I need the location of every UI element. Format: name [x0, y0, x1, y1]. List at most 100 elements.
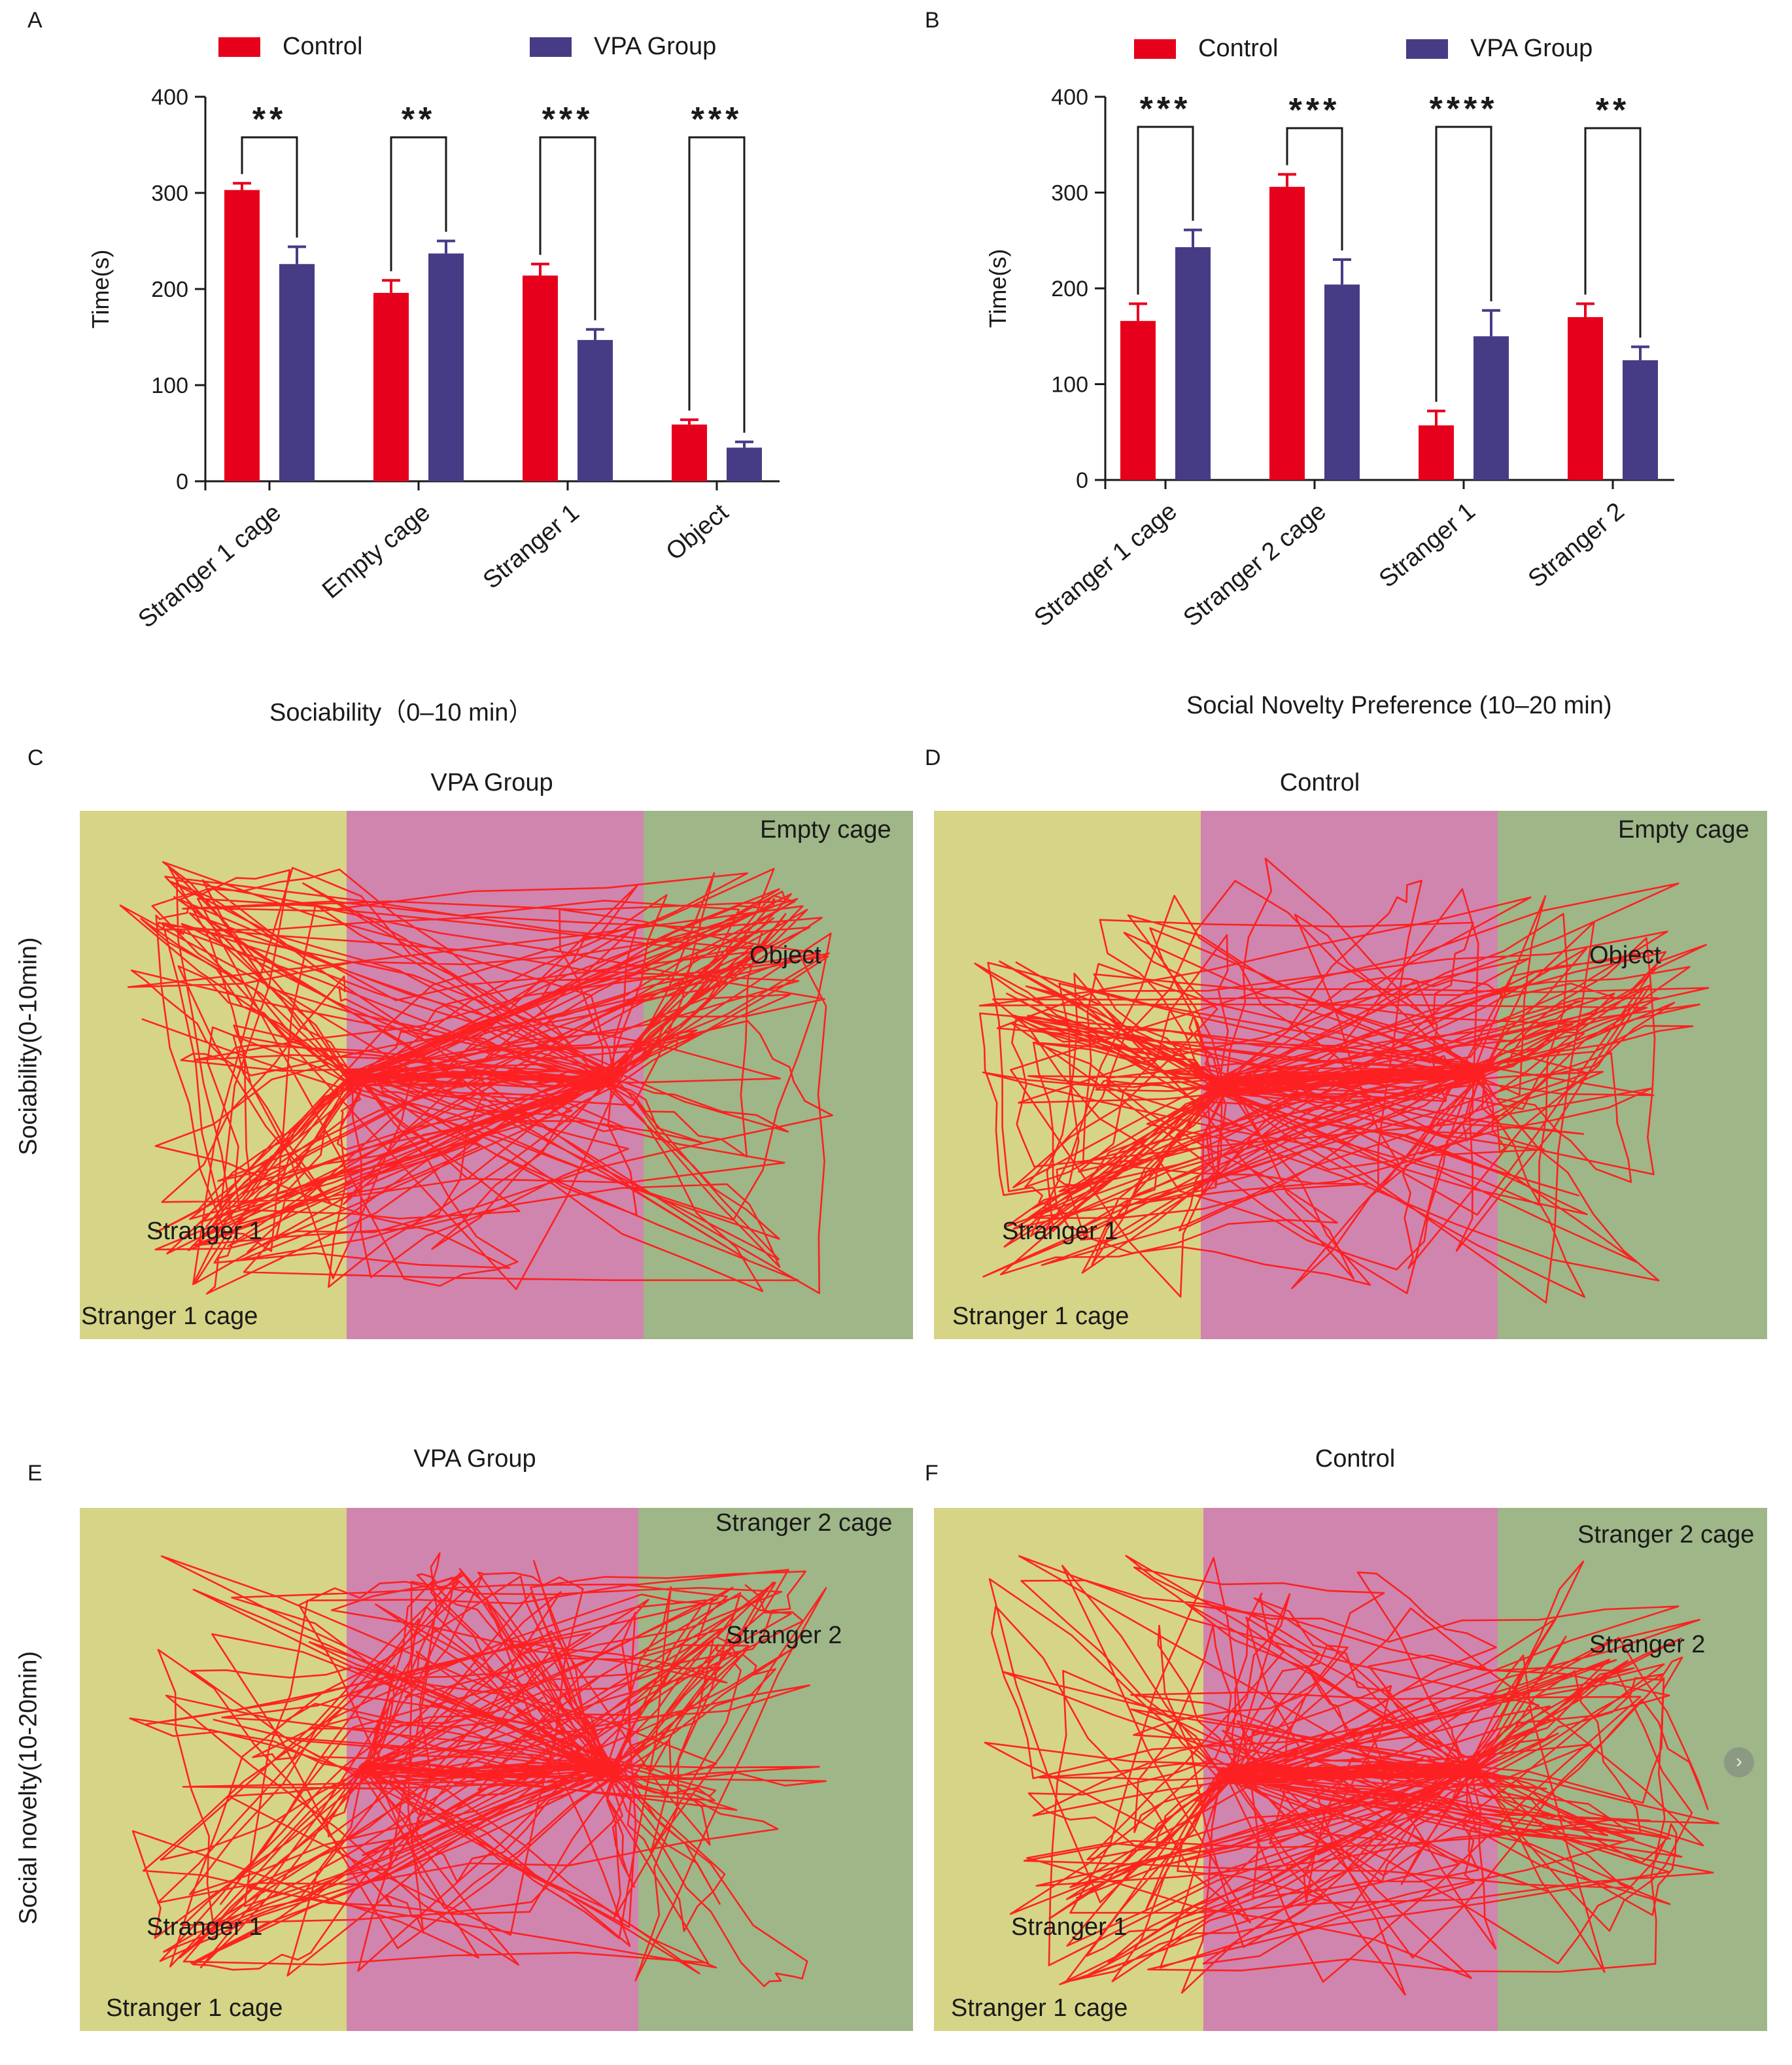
bar-vpa-2 [428, 253, 464, 481]
bar-vpa-4 [727, 447, 762, 481]
x-tick-label: Stranger 1 [478, 499, 585, 594]
label-stranger-1: Stranger 1 [1011, 1913, 1128, 1941]
legend-swatch-vpa [1406, 39, 1448, 59]
y-tick-label: 0 [176, 469, 188, 494]
movement-track [984, 1554, 1719, 1996]
significance-label: *** [1289, 92, 1341, 129]
label-stranger-1: Stranger 1 [146, 1218, 263, 1245]
mouse-path [129, 1552, 827, 1987]
row-label-novelty: Social novelty(10-20min) [14, 1650, 43, 1925]
arena-c: Empty cage Object Stranger 1 Stranger 1 … [80, 811, 913, 1339]
x-tick-label: Stranger 1 cage [1029, 498, 1182, 632]
significance-bracket [1286, 127, 1343, 251]
y-tick-label: 400 [151, 85, 188, 110]
panel-label-b: B [925, 8, 940, 33]
bar-control-3 [523, 275, 558, 481]
significance-bracket [688, 136, 746, 433]
legend-b-vpa: VPA Group [1406, 35, 1593, 63]
significance-label: ** [252, 101, 286, 139]
y-tick-label: 100 [151, 373, 188, 398]
significance-label: ** [402, 101, 436, 139]
significance-bracket [241, 136, 298, 238]
panel-label-e: E [27, 1461, 43, 1486]
label-stranger-1-cage: Stranger 1 cage [952, 1303, 1129, 1330]
bar-control-4 [1568, 316, 1603, 480]
chart-a: 0 100 200 300 400 Time(s) ** Stranger 1 cage ** E… [87, 85, 780, 634]
x-tick-label: Stranger 2 cage [1179, 498, 1332, 632]
x-tick-label: Object [661, 498, 734, 566]
bar-control-1 [224, 190, 260, 481]
significance-label: *** [542, 101, 594, 139]
y-tick-label: 0 [1076, 468, 1088, 493]
zone-left [934, 811, 1201, 1339]
y-tick-label: 200 [1051, 277, 1088, 301]
y-tick-label: 200 [151, 277, 188, 302]
bar-vpa-3 [1473, 336, 1509, 480]
significance-bracket [390, 136, 447, 271]
bar-vpa-2 [1324, 284, 1360, 480]
legend-label-control: Control [1198, 35, 1279, 62]
label-stranger-1-cage: Stranger 1 cage [951, 1994, 1128, 2022]
panel-label-f: F [925, 1461, 939, 1486]
arena-title-f: Control [1315, 1445, 1396, 1473]
label-stranger-1: Stranger 1 [1002, 1218, 1118, 1245]
movement-track [129, 1552, 827, 1987]
y-tick-label: 300 [151, 181, 188, 206]
label-stranger-2-cage: Stranger 2 cage [1577, 1521, 1755, 1548]
significance-bracket [1137, 126, 1194, 295]
significance-bracket [1435, 126, 1492, 402]
bar-control-1 [1120, 320, 1156, 480]
arena-title-e: VPA Group [413, 1445, 536, 1473]
arena-d: Empty cage Object Stranger 1 Stranger 1 … [934, 811, 1767, 1339]
chevron-right-icon[interactable]: › [1724, 1747, 1754, 1777]
mouse-path [119, 861, 833, 1295]
x-tick-label: Stranger 1 [1374, 498, 1481, 593]
panel-label-a: A [27, 8, 43, 33]
significance-label: *** [1140, 90, 1192, 128]
label-empty-cage: Empty cage [760, 816, 891, 844]
arena-title-c: VPA Group [430, 769, 553, 796]
bar-vpa-1 [279, 264, 315, 481]
legend-b-control: Control [1134, 35, 1279, 63]
label-object: Object [1589, 942, 1661, 969]
mouse-path [984, 1554, 1719, 1996]
legend-label-vpa: VPA Group [1470, 35, 1593, 62]
row-label-sociability: Sociability(0-10min) [14, 937, 43, 1155]
label-stranger-2: Stranger 2 [1589, 1631, 1706, 1658]
legend-swatch-vpa [530, 37, 572, 57]
legend-swatch-control [1134, 39, 1176, 59]
legend-label-control: Control [283, 33, 363, 60]
x-tick-label: Stranger 2 [1523, 498, 1630, 593]
x-tick-label: Stranger 1 cage [133, 499, 286, 634]
label-stranger-1: Stranger 1 [146, 1913, 263, 1941]
zone-right [1498, 1508, 1767, 2031]
arena-e: Stranger 2 cage Stranger 2 Stranger 1 St… [80, 1508, 913, 2031]
y-tick-label: 100 [1051, 373, 1088, 398]
bar-control-4 [672, 424, 707, 481]
label-empty-cage: Empty cage [1618, 816, 1749, 844]
panel-label-d: D [925, 745, 941, 770]
legend-swatch-control [218, 37, 260, 57]
bar-vpa-4 [1623, 360, 1658, 480]
mouse-path [974, 857, 1710, 1304]
label-object: Object [750, 942, 821, 969]
y-tick-label: 300 [1051, 181, 1088, 206]
zone-right [644, 811, 913, 1339]
arena-f: Stranger 2 cage Stranger 2 Stranger 1 St… [934, 1508, 1767, 2031]
chart-b: 0 100 200 300 400 Time(s) *** Stranger 1 cage **… [984, 85, 1674, 632]
x-axis-title-b: Social Novelty Preference (10–20 min) [1186, 692, 1612, 719]
movement-track [974, 857, 1710, 1304]
significance-label: **** [1430, 90, 1498, 128]
label-stranger-1-cage: Stranger 1 cage [81, 1303, 258, 1330]
legend-a-vpa: VPA Group [530, 33, 716, 61]
y-tick-label: 400 [1051, 85, 1088, 110]
bar-control-3 [1419, 425, 1454, 480]
y-axis-label: Time(s) [87, 250, 114, 329]
bar-control-2 [1269, 186, 1305, 480]
x-tick-label: Empty cage [317, 499, 436, 604]
bar-vpa-1 [1175, 247, 1211, 480]
label-stranger-2: Stranger 2 [726, 1622, 842, 1649]
legend-a-control: Control [218, 33, 363, 61]
label-stranger-2-cage: Stranger 2 cage [715, 1509, 893, 1537]
x-axis-title-a: Sociability（0–10 min） [269, 699, 534, 726]
